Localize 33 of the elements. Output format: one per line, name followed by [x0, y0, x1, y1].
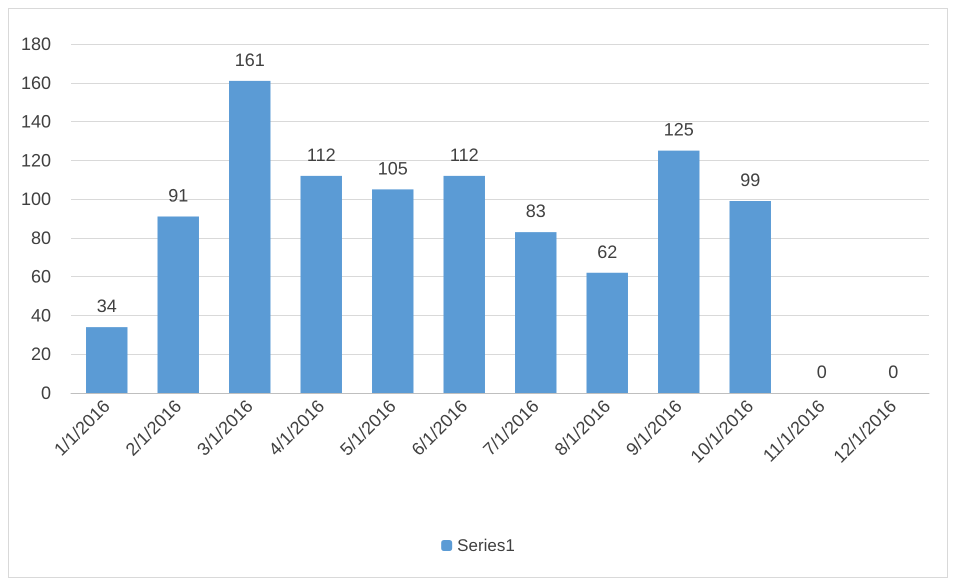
y-tick-label: 140 — [20, 112, 51, 132]
bar — [229, 80, 270, 393]
data-label: 161 — [234, 50, 265, 70]
data-label: 125 — [664, 120, 694, 140]
y-tick-label: 60 — [30, 266, 51, 287]
data-label: 83 — [526, 201, 546, 222]
legend-label: Series1 — [457, 536, 515, 555]
bar — [586, 272, 628, 393]
y-tick-label: 0 — [40, 383, 51, 403]
bar — [515, 232, 556, 393]
bar — [372, 189, 414, 393]
y-tick-label: 40 — [30, 305, 51, 326]
data-label: 0 — [816, 362, 827, 382]
data-label: 62 — [597, 242, 618, 262]
y-tick-label: 100 — [20, 189, 51, 210]
bar — [86, 327, 128, 393]
data-label: 34 — [96, 296, 117, 316]
bar — [444, 176, 485, 393]
data-label: 112 — [306, 144, 336, 165]
data-label: 0 — [888, 362, 898, 382]
data-label: 112 — [450, 144, 479, 165]
data-label: 91 — [168, 186, 188, 206]
y-tick-label: 80 — [30, 228, 51, 248]
y-tick-label: 120 — [20, 150, 51, 170]
bar — [158, 216, 199, 393]
data-label: 105 — [378, 158, 408, 178]
y-tick-label: 180 — [20, 34, 51, 54]
bar — [300, 176, 342, 393]
data-label: 99 — [740, 170, 760, 190]
y-tick-label: 160 — [20, 72, 51, 93]
bar — [730, 201, 771, 393]
y-tick-label: 20 — [30, 344, 51, 364]
bar — [658, 150, 700, 393]
